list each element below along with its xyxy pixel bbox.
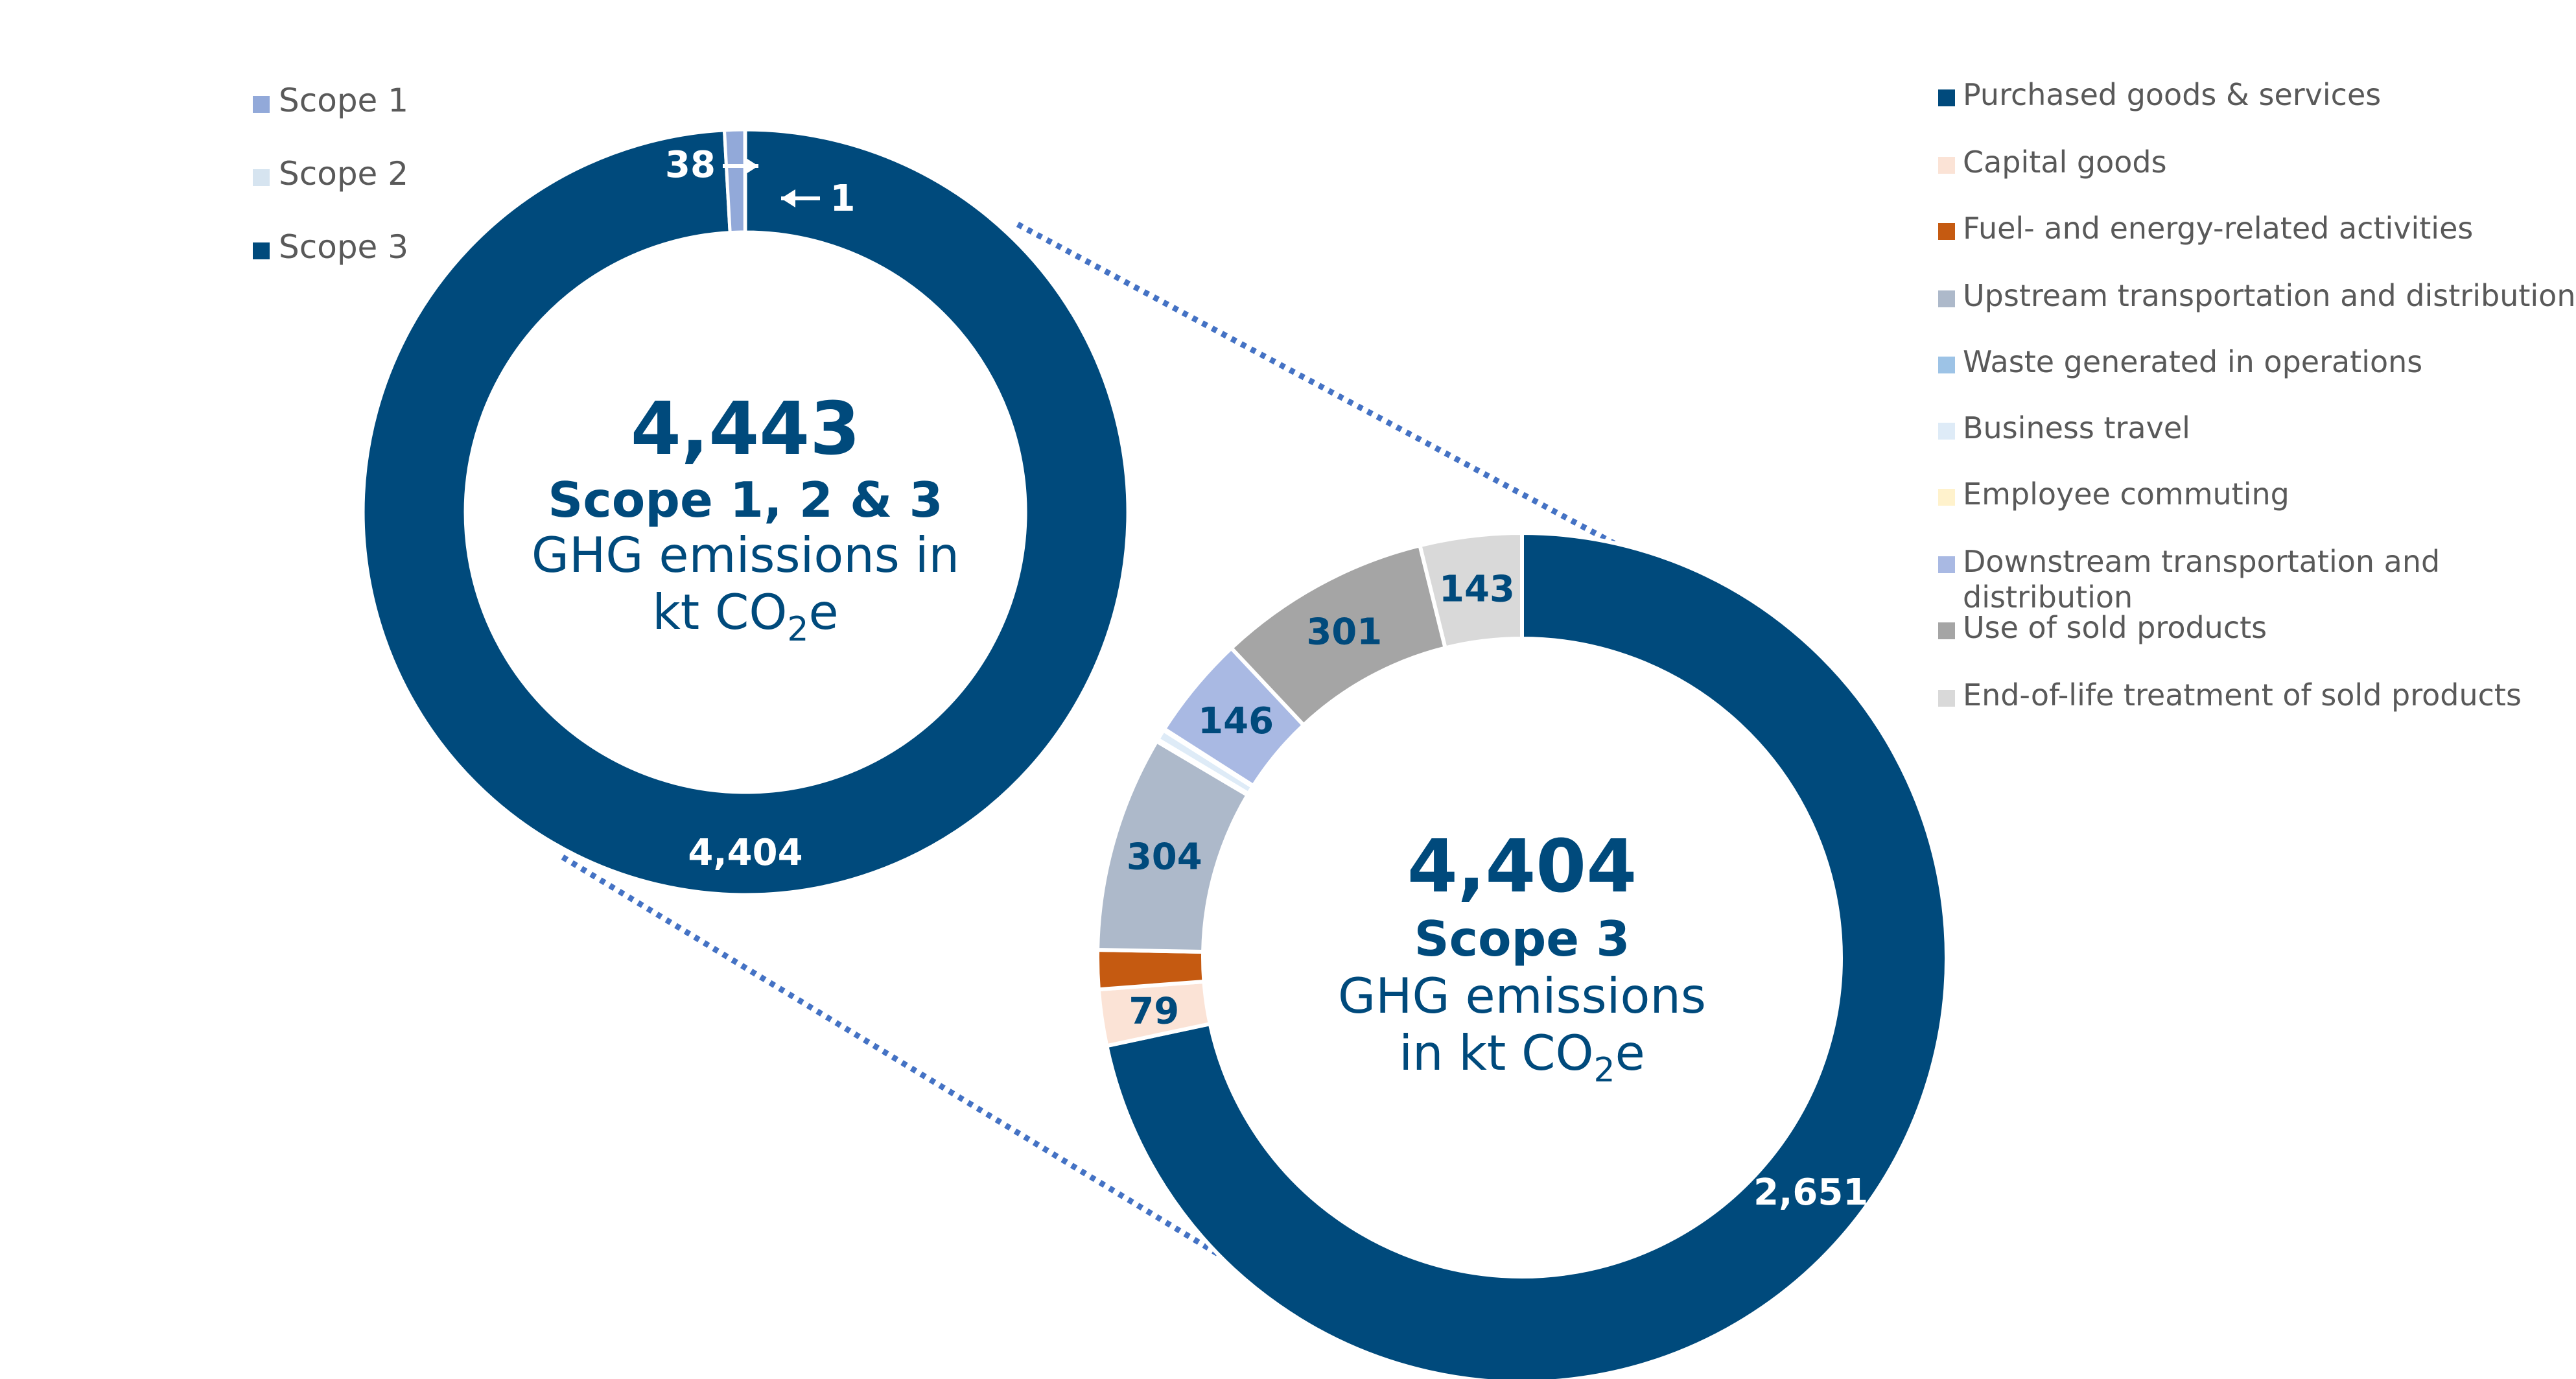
scope1-arrow <box>723 157 758 175</box>
label-scope-3: 4,404 <box>688 832 802 874</box>
scope3-total-value: 4,404 <box>1407 825 1637 909</box>
legend-item-scope-2: Scope 2 <box>253 155 408 193</box>
legend-label: Scope 2 <box>279 155 408 193</box>
legend-swatch <box>1938 89 1955 106</box>
legend-item-waste-generated-in-operations: Waste generated in operations <box>1938 344 2422 379</box>
scope3-breakdown-donut: 2,651 79 304 146 301 143 <box>1095 530 1949 1379</box>
legend-item-end-of-life-treatment-of-sold-products: End-of-life treatment of sold products <box>1938 678 2522 713</box>
legend-item-purchased-goods-and-services: Purchased goods & services <box>1938 77 2381 112</box>
scope-total-center-text: 4,443 Scope 1, 2 & 3 GHG emissions in kt… <box>532 387 959 649</box>
slice-purchased-goods-and-services <box>1104 530 1949 1379</box>
slice-end-of-life-treatment-of-sold-products <box>1417 530 1524 651</box>
scope-legend: Scope 1 Scope 2 Scope 3 <box>253 82 408 266</box>
legend-item-employee-commuting: Employee commuting <box>1938 477 2289 512</box>
legend-item-business-travel: Business travel <box>1938 410 2190 445</box>
scope3-heading: Scope 3 <box>1414 910 1630 967</box>
legend-swatch <box>253 169 270 186</box>
legend-item-scope-1: Scope 1 <box>253 82 408 119</box>
legend-swatch <box>1938 290 1955 307</box>
scope-total-donut: 4,404 38 1 <box>361 128 1130 897</box>
legend-swatch <box>1938 423 1955 440</box>
scope-total-caption-line2: kt CO2e <box>652 583 838 649</box>
legend-label: Scope 3 <box>279 228 408 266</box>
legend-swatch <box>253 96 270 113</box>
legend-label: Purchased goods & services <box>1963 77 2381 112</box>
legend-item-capital-goods: Capital goods <box>1938 145 2167 180</box>
legend-label: Use of sold products <box>1963 610 2267 645</box>
legend-swatch <box>253 242 270 259</box>
legend-item-downstream-transportation-and-distribution: Downstream transportation and distributio… <box>1938 544 2440 615</box>
legend-swatch <box>1938 489 1955 506</box>
scope-total-value: 4,443 <box>631 387 860 471</box>
scope3-caption-line1: GHG emissions <box>1338 967 1706 1024</box>
connector-line-top <box>1016 222 1616 546</box>
legend-label: Capital goods <box>1963 145 2167 180</box>
label-scope-2: 1 <box>830 178 856 220</box>
label-purchased-goods-and-services: 2,651 <box>1753 1172 1868 1214</box>
legend-item-fuel-and-energy-related-activities: Fuel- and energy-related activities <box>1938 211 2473 246</box>
slice-fuel-and-energy-related-activities <box>1095 947 1206 992</box>
scope-total-caption-line1: GHG emissions in <box>532 526 959 583</box>
label-downstream-transportation-and-distribution: 146 <box>1198 700 1274 742</box>
slice-scope-3 <box>361 128 1130 897</box>
legend-label: Upstream transportation and distribution <box>1963 278 2575 313</box>
legend-swatch <box>1938 556 1955 573</box>
legend-label: Downstream transportation and distributio… <box>1963 544 2440 615</box>
legend-swatch <box>1938 622 1955 639</box>
legend-label: Employee commuting <box>1963 477 2289 512</box>
legend-label: Waste generated in operations <box>1963 344 2422 379</box>
legend-item-upstream-transportation-and-distribution: Upstream transportation and distribution <box>1938 278 2575 313</box>
legend-item-use-of-sold-products: Use of sold products <box>1938 610 2267 645</box>
connector-line-bottom <box>561 855 1256 1279</box>
legend-label: Scope 1 <box>279 82 408 119</box>
legend-label: Business travel <box>1963 410 2190 445</box>
scope3-center-text: 4,404 Scope 3 GHG emissions in kt CO2e <box>1338 825 1706 1090</box>
label-use-of-sold-products: 301 <box>1306 611 1382 653</box>
scope3-category-legend: Purchased goods & services Capital goods F… <box>1938 77 2575 713</box>
label-end-of-life-treatment-of-sold-products: 143 <box>1439 569 1515 611</box>
label-capital-goods: 79 <box>1129 990 1179 1032</box>
scope3-caption-line2: in kt CO2e <box>1399 1024 1645 1090</box>
legend-swatch <box>1938 357 1955 373</box>
label-upstream-transportation-and-distribution: 304 <box>1127 836 1202 878</box>
legend-swatch <box>1938 690 1955 707</box>
scope2-arrow <box>781 189 820 207</box>
legend-item-scope-3: Scope 3 <box>253 228 408 266</box>
legend-label: Fuel- and energy-related activities <box>1963 211 2473 246</box>
label-scope-1: 38 <box>665 144 716 186</box>
legend-label: End-of-life treatment of sold products <box>1963 678 2522 713</box>
legend-swatch <box>1938 157 1955 174</box>
legend-swatch <box>1938 223 1955 240</box>
scope-total-heading: Scope 1, 2 & 3 <box>548 471 943 528</box>
